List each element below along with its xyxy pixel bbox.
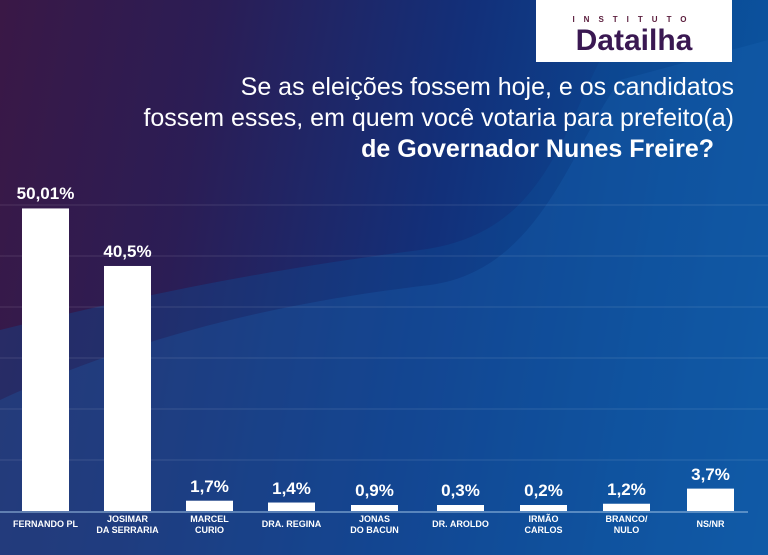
data-label: 50,01% <box>16 184 75 204</box>
category-label-line: CARLOS <box>524 525 563 535</box>
bar <box>104 265 151 511</box>
bar <box>186 500 233 511</box>
category-label-line: NS/NR <box>696 519 725 529</box>
category-label-line: MARCEL <box>190 514 229 524</box>
bar <box>603 503 650 511</box>
category-label: IRMÃO CARLOS <box>504 514 584 536</box>
category-label: JONAS DO BACUN <box>335 514 415 536</box>
category-label-line: CURIO <box>195 525 224 535</box>
logo-institute-text: INSTITUTO <box>572 15 696 24</box>
data-label: 1,4% <box>272 478 311 498</box>
data-label: 0,3% <box>441 481 480 500</box>
category-label-line: JOSIMAR <box>106 514 148 524</box>
category-label-line: FERNANDO PL <box>13 519 78 529</box>
category-label-line: DR. AROLDO <box>432 519 489 529</box>
data-label: 3,7% <box>691 464 730 484</box>
data-label: 1,2% <box>607 479 646 499</box>
bar <box>268 502 315 511</box>
category-label-line: BRANCO/ <box>605 514 648 524</box>
category-label-line: JONAS <box>358 514 390 524</box>
category-label: DR. AROLDO <box>421 519 501 530</box>
bar <box>520 505 567 511</box>
bar <box>437 505 484 511</box>
category-label-line: DA SERRARIA <box>96 525 159 535</box>
title-line-2: fossem esses, em quem você votaria para … <box>143 104 734 132</box>
bar <box>687 488 734 511</box>
logo-name: Datailha <box>575 24 693 57</box>
category-label: JOSIMAR DA SERRARIA <box>88 514 168 536</box>
title-line-1: Se as eleições fossem hoje, e os candida… <box>240 73 734 101</box>
category-label-line: NULO <box>613 525 640 535</box>
category-label-line: DRA. REGINA <box>261 519 322 529</box>
category-label: BRANCO/NULO <box>587 514 667 536</box>
datailha-logo: INSTITUTO Datailha <box>536 0 732 62</box>
data-label: 40,5% <box>103 241 152 261</box>
bar <box>22 208 69 511</box>
data-label: 1,7% <box>190 476 229 496</box>
bar <box>351 505 398 511</box>
data-label: 0,2% <box>524 481 563 500</box>
data-label: 0,9% <box>355 481 394 500</box>
category-label: FERNANDO PL <box>6 519 86 530</box>
category-label: NS/NR <box>671 519 751 530</box>
category-label-line: IRMÃO <box>528 514 559 524</box>
category-label: DRA. REGINA <box>252 519 332 530</box>
chart-title: Se as eleições fossem hoje, e os candida… <box>0 72 734 165</box>
title-line-3: de Governador Nunes Freire? <box>361 135 714 163</box>
category-label: MARCEL CURIO <box>170 514 250 536</box>
category-label-line: DO BACUN <box>350 525 399 535</box>
